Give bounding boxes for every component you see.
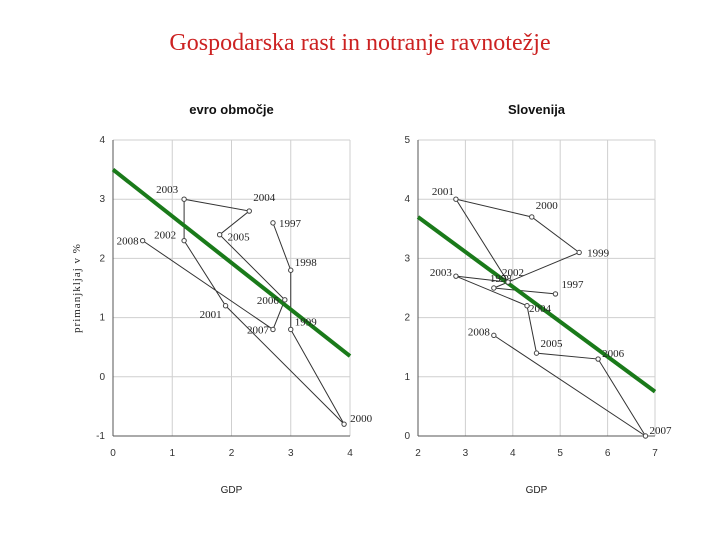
data-point-2007 — [642, 433, 649, 439]
data-point-2000 — [341, 421, 347, 427]
point-label-2000: 2000 — [350, 413, 373, 425]
chart-title: evro območje — [189, 102, 274, 117]
y-tick-label: 5 — [404, 135, 410, 146]
point-label-2004: 2004 — [529, 303, 552, 315]
data-point-2004 — [246, 208, 252, 214]
data-point-2005 — [216, 232, 223, 238]
data-point-2003 — [453, 273, 459, 279]
y-tick-label: 0 — [99, 372, 105, 383]
data-point-2000 — [529, 214, 535, 220]
point-label-1997: 1997 — [561, 279, 584, 291]
point-label-2001: 2001 — [200, 309, 222, 321]
data-point-1997 — [552, 291, 559, 297]
x-tick-label: 1 — [169, 448, 175, 459]
point-label-2000: 2000 — [536, 200, 559, 212]
data-point-2003 — [181, 196, 187, 202]
x-tick-label: 5 — [557, 448, 563, 459]
year-path-line — [454, 198, 646, 437]
y-tick-label: 3 — [404, 253, 410, 264]
point-label-1997: 1997 — [279, 218, 302, 230]
point-label-1999: 1999 — [295, 316, 318, 328]
y-tick-label: -1 — [96, 431, 105, 442]
data-point-2006 — [595, 356, 601, 362]
point-label-2008: 2008 — [117, 236, 140, 248]
x-tick-label: 4 — [510, 448, 516, 459]
y-tick-label: 2 — [99, 253, 105, 264]
point-label-2007: 2007 — [247, 324, 270, 336]
point-label-1999: 1999 — [587, 247, 610, 259]
data-point-2002 — [505, 279, 511, 285]
point-label-2006: 2006 — [257, 295, 280, 307]
x-tick-label: 0 — [110, 448, 116, 459]
data-point-2008 — [139, 237, 146, 244]
data-point-1998 — [288, 267, 294, 273]
x-tick-label: 3 — [288, 448, 294, 459]
data-point-1998 — [491, 285, 497, 291]
trend-line — [111, 168, 352, 358]
point-label-2002: 2002 — [502, 267, 524, 279]
y-tick-label: 0 — [404, 431, 410, 442]
point-label-2001: 2001 — [432, 186, 454, 198]
x-axis-label: GDP — [526, 485, 548, 496]
chart-evro-obmocje: evro območje -1 0 1 2 3 4 0 1 2 3 4 GDP 1997 1998 1999 2… — [96, 102, 372, 496]
chart-title: Slovenija — [508, 102, 566, 117]
y-tick-label: 1 — [99, 313, 105, 324]
y-tick-label: 4 — [99, 135, 105, 146]
point-label-2004: 2004 — [253, 192, 276, 204]
point-label-2003: 2003 — [430, 267, 453, 279]
point-label-2007: 2007 — [650, 425, 673, 437]
data-point-2006 — [282, 297, 288, 303]
x-tick-label: 2 — [229, 448, 235, 459]
y-tick-label: 4 — [404, 194, 410, 205]
data-point-2008 — [491, 332, 497, 339]
point-label-2005: 2005 — [541, 338, 564, 350]
x-axis-label: GDP — [221, 485, 243, 496]
point-label-2003: 2003 — [156, 184, 179, 196]
data-point-2001 — [222, 303, 229, 309]
x-tick-label: 7 — [652, 448, 658, 459]
x-tick-label: 2 — [415, 448, 421, 459]
point-label-2006: 2006 — [602, 348, 625, 360]
data-point-2007 — [270, 326, 276, 333]
y-tick-label: 2 — [404, 313, 410, 324]
point-label-2005: 2005 — [228, 232, 251, 244]
data-point-1999 — [288, 326, 294, 333]
data-point-2002 — [181, 237, 187, 244]
point-label-2008: 2008 — [468, 326, 491, 338]
data-point-2001 — [453, 196, 459, 202]
data-point-1999 — [576, 249, 582, 256]
y-tick-label: 1 — [404, 372, 410, 383]
page-title: Gospodarska rast in notranje ravnotežje — [169, 30, 551, 56]
x-tick-label: 3 — [463, 448, 469, 459]
data-point-2004 — [524, 303, 530, 309]
point-label-2002: 2002 — [154, 230, 176, 242]
data-point-1997 — [270, 220, 276, 226]
trend-line — [416, 215, 657, 394]
y-tick-label: 3 — [99, 194, 105, 205]
x-tick-label: 4 — [347, 448, 353, 459]
x-tick-label: 6 — [605, 448, 611, 459]
data-point-2005 — [533, 350, 540, 356]
point-label-1998: 1998 — [295, 257, 318, 269]
shared-y-axis-label: primanjkljaj v % — [71, 243, 83, 333]
